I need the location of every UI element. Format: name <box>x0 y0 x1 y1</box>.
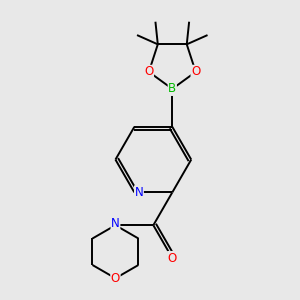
Text: O: O <box>191 65 200 78</box>
Text: N: N <box>135 186 143 199</box>
Text: O: O <box>144 65 154 78</box>
Text: O: O <box>111 272 120 285</box>
Text: O: O <box>168 251 177 265</box>
Text: B: B <box>168 82 176 95</box>
Text: N: N <box>111 217 120 230</box>
